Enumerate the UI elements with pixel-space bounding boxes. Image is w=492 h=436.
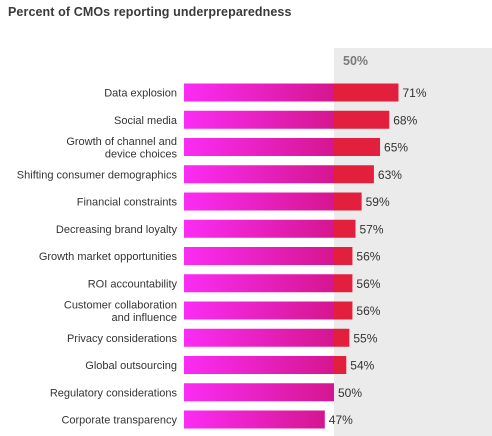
- category-label-line: ROI accountability: [88, 278, 178, 290]
- value-label: 65%: [384, 141, 408, 155]
- category-label: Growth of channel and device choices: [66, 136, 177, 161]
- category-label: Privacy considerations: [67, 333, 178, 345]
- value-label: 68%: [393, 113, 417, 127]
- value-label: 57%: [359, 222, 383, 236]
- bar-excess: [334, 138, 381, 156]
- category-label-line: Data explosion: [104, 88, 177, 100]
- bar-base: [184, 383, 334, 402]
- category-label: Growth market opportunities: [39, 251, 178, 263]
- bar-base: [184, 247, 334, 265]
- category-label: Financial constraints: [77, 197, 178, 209]
- bar-base: [184, 138, 334, 156]
- category-label-line: Privacy considerations: [67, 333, 178, 345]
- category-label-line: Customer collaboration: [64, 299, 177, 311]
- bar-excess: [334, 219, 356, 238]
- category-label: Corporate transparency: [61, 415, 177, 427]
- value-label: 71%: [402, 86, 426, 100]
- value-label: 56%: [356, 250, 380, 264]
- bar-excess: [334, 301, 353, 320]
- category-label: ROI accountability: [88, 278, 178, 290]
- value-label: 54%: [350, 359, 374, 373]
- category-label: Regulatory considerations: [50, 387, 178, 399]
- bar-base: [184, 110, 334, 129]
- category-label-line: Growth market opportunities: [39, 251, 178, 263]
- bar-base: [184, 301, 334, 320]
- bar-excess: [334, 165, 374, 184]
- bar-base: [184, 83, 334, 102]
- category-label-line: Shifting consumer demographics: [17, 169, 178, 181]
- category-label: Global outsourcing: [85, 360, 177, 372]
- category-label-line: Financial constraints: [77, 197, 178, 209]
- bar-base: [184, 274, 334, 293]
- bar-excess: [334, 356, 347, 374]
- category-label: Shifting consumer demographics: [17, 169, 178, 181]
- category-label-line: Corporate transparency: [61, 415, 177, 427]
- category-label-line: device choices: [105, 148, 178, 160]
- value-label: 50%: [338, 386, 362, 400]
- category-label: Social media: [114, 115, 178, 127]
- value-label: 63%: [378, 168, 402, 182]
- bar-excess: [334, 247, 353, 265]
- value-label: 59%: [366, 195, 390, 209]
- bar-excess: [334, 328, 350, 347]
- value-label: 56%: [356, 304, 380, 318]
- category-label: Decreasing brand loyalty: [56, 224, 178, 236]
- category-label: Data explosion: [104, 88, 177, 100]
- category-label-line: Global outsourcing: [85, 360, 177, 372]
- category-label-line: and influence: [112, 312, 177, 324]
- category-label-line: Decreasing brand loyalty: [56, 224, 178, 236]
- bar-excess: [334, 110, 390, 129]
- category-label-line: Regulatory considerations: [50, 387, 178, 399]
- value-label: 55%: [353, 331, 377, 345]
- value-label: 56%: [356, 277, 380, 291]
- bar-excess: [334, 274, 353, 293]
- bar-base: [184, 192, 334, 211]
- bar-base: [184, 328, 334, 347]
- category-label-line: Social media: [114, 115, 178, 127]
- chart-title: Percent of CMOs reporting underpreparedn…: [8, 5, 292, 19]
- reference-label: 50%: [343, 54, 369, 68]
- bar-excess: [334, 192, 362, 211]
- category-label: Customer collaboration and influence: [64, 299, 177, 324]
- bar-base: [184, 410, 325, 429]
- bar-base: [184, 165, 334, 184]
- bar-base: [184, 219, 334, 238]
- category-label-line: Growth of channel and: [66, 136, 177, 148]
- bar-base: [184, 356, 334, 374]
- value-label: 47%: [329, 413, 353, 427]
- bar-excess: [334, 83, 399, 102]
